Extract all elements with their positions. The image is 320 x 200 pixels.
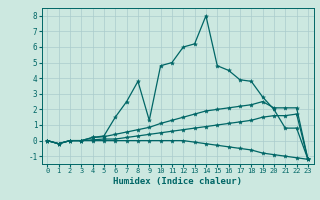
X-axis label: Humidex (Indice chaleur): Humidex (Indice chaleur) [113, 177, 242, 186]
